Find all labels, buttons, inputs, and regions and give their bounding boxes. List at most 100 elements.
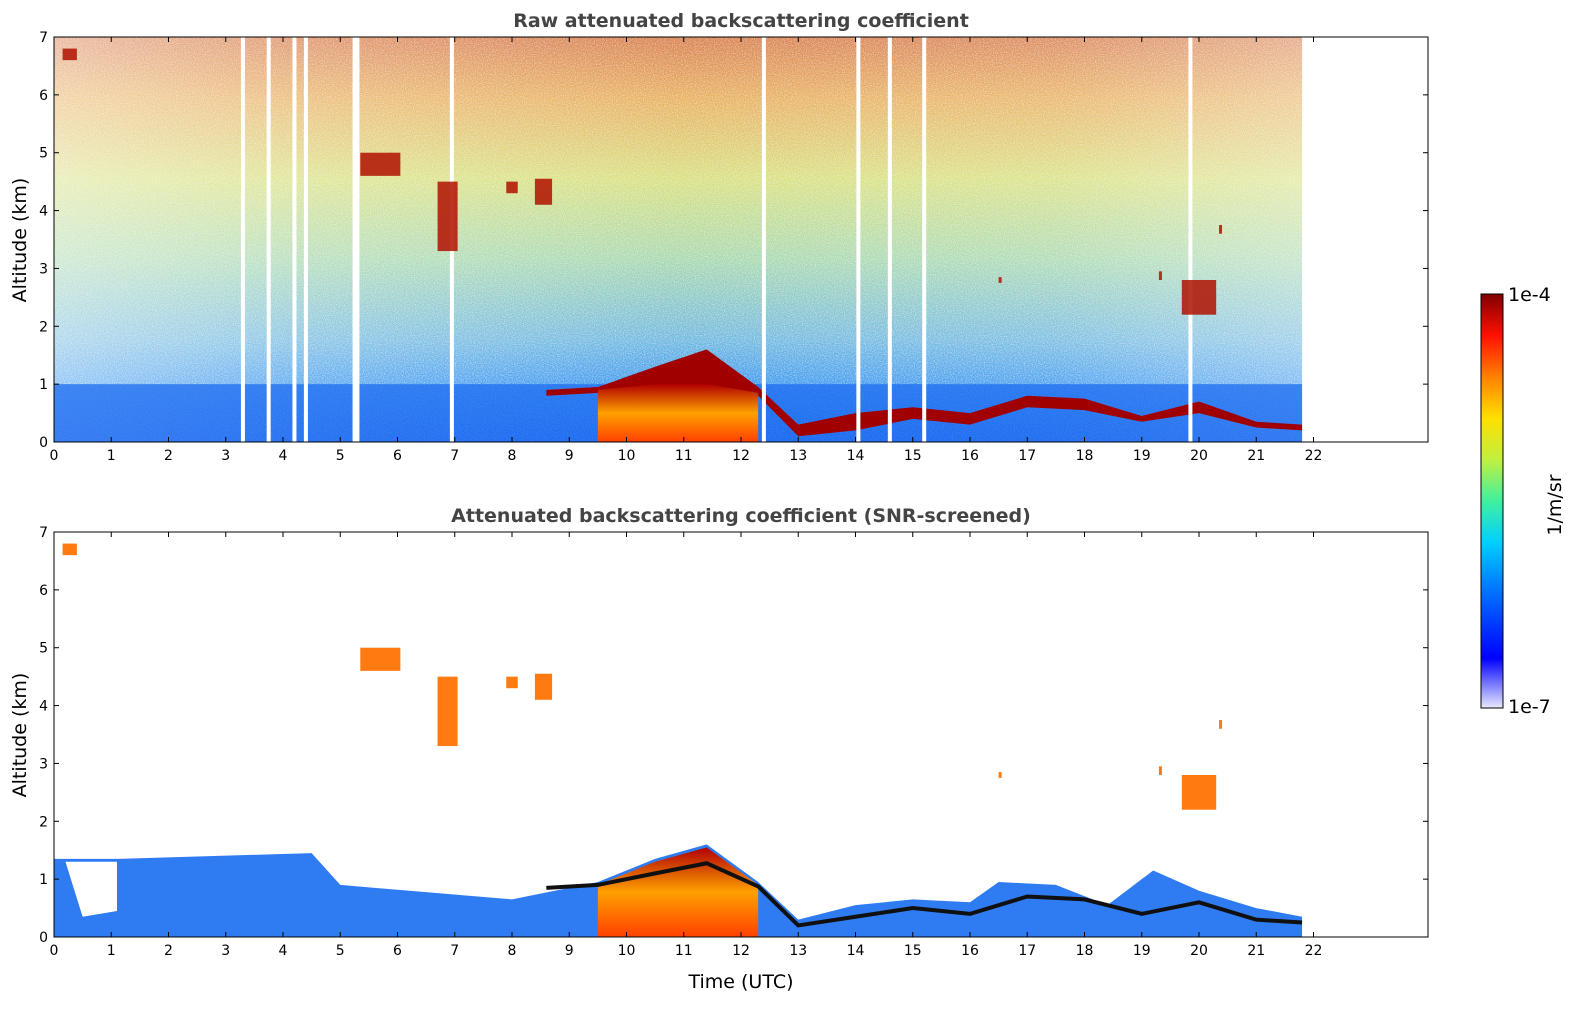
x-tick-label: 16 xyxy=(961,448,979,464)
y-tick-label: 6 xyxy=(39,88,48,104)
x-tick-label: 19 xyxy=(1133,943,1151,959)
screened-panel-title: Attenuated backscattering coefficient (S… xyxy=(451,505,1031,527)
x-tick-label: 20 xyxy=(1190,448,1208,464)
raw-data-gap xyxy=(761,37,766,442)
y-tick-label: 3 xyxy=(39,756,48,772)
x-tick-label: 12 xyxy=(732,448,750,464)
y-tick-label: 5 xyxy=(39,641,48,657)
raw-aerosol-feature xyxy=(1219,225,1223,234)
screened-panel: Attenuated backscattering coefficient (S… xyxy=(9,505,1429,993)
y-tick-label: 4 xyxy=(39,204,48,220)
x-tick-label: 19 xyxy=(1133,448,1151,464)
screened-aerosol-feature xyxy=(1219,720,1223,729)
raw-convective-region xyxy=(597,384,759,442)
x-tick-label: 13 xyxy=(789,448,807,464)
y-tick-label: 0 xyxy=(39,435,48,451)
x-tick-label: 1 xyxy=(107,448,116,464)
x-tick-label: 16 xyxy=(961,943,979,959)
screened-y-ticks: 0 1 2 3 4 5 6 7 xyxy=(39,525,1428,946)
y-tick-label: 5 xyxy=(39,146,48,162)
x-tick-label: 9 xyxy=(565,943,574,959)
x-tick-label: 5 xyxy=(336,943,345,959)
x-tick-label: 0 xyxy=(50,448,59,464)
x-axis-label: Time (UTC) xyxy=(687,971,793,993)
x-tick-label: 9 xyxy=(565,448,574,464)
x-tick-label: 8 xyxy=(508,943,517,959)
raw-aerosol-feature xyxy=(1158,271,1162,280)
x-tick-label: 18 xyxy=(1076,943,1094,959)
x-tick-label: 12 xyxy=(732,943,750,959)
raw-aerosol-feature xyxy=(998,277,1002,283)
x-tick-label: 6 xyxy=(393,943,402,959)
x-tick-label: 21 xyxy=(1247,943,1265,959)
y-tick-label: 1 xyxy=(39,872,48,888)
x-tick-label: 10 xyxy=(618,448,636,464)
screened-aerosol-feature xyxy=(998,772,1002,778)
screened-x-ticks: 0 1 2 3 4 5 6 7 8 9 10 11 12 13 14 15 16 17 18 19 20 21 22 xyxy=(50,532,1323,959)
screened-clear-pocket xyxy=(65,861,117,917)
x-tick-label: 5 xyxy=(336,448,345,464)
x-tick-label: 3 xyxy=(221,448,230,464)
x-tick-label: 7 xyxy=(450,943,459,959)
raw-data-gap xyxy=(856,37,861,442)
x-tick-label: 3 xyxy=(221,943,230,959)
x-tick-label: 22 xyxy=(1305,448,1323,464)
screened-aerosol-feature xyxy=(62,543,77,556)
raw-cloud-layer xyxy=(546,349,1303,437)
x-tick-label: 1 xyxy=(107,943,116,959)
y-tick-label: 7 xyxy=(39,30,48,46)
x-tick-label: 22 xyxy=(1305,943,1323,959)
colorbar-gradient xyxy=(1480,293,1504,709)
x-tick-label: 13 xyxy=(789,943,807,959)
raw-aerosol-feature xyxy=(506,181,518,194)
x-tick-label: 11 xyxy=(675,943,693,959)
x-tick-label: 6 xyxy=(393,448,402,464)
raw-data-gap xyxy=(292,37,297,442)
x-tick-label: 2 xyxy=(164,448,173,464)
x-tick-label: 15 xyxy=(904,943,922,959)
x-tick-label: 18 xyxy=(1076,448,1094,464)
raw-panel: Raw attenuated backscattering coefficien… xyxy=(9,10,1429,464)
colorbar: 1e-4 1e-7 1/m/sr xyxy=(1480,284,1566,718)
colorbar-max-label: 1e-4 xyxy=(1508,284,1551,306)
screened-cloud-line xyxy=(546,861,1303,928)
raw-aerosol-feature xyxy=(437,181,458,252)
y-tick-label: 0 xyxy=(39,930,48,946)
raw-data-gap xyxy=(266,37,271,442)
raw-aerosol-feature xyxy=(1181,280,1217,315)
y-tick-label: 4 xyxy=(39,699,48,715)
x-tick-label: 15 xyxy=(904,448,922,464)
y-tick-label: 1 xyxy=(39,377,48,393)
x-tick-label: 4 xyxy=(279,943,288,959)
raw-data-gap xyxy=(303,37,308,442)
raw-y-ticks: 0 1 2 3 4 5 6 7 xyxy=(39,30,1428,451)
y-tick-label: 6 xyxy=(39,583,48,599)
x-tick-label: 20 xyxy=(1190,943,1208,959)
x-tick-label: 8 xyxy=(508,448,517,464)
screened-convective-region xyxy=(597,847,759,937)
screened-aerosol-feature xyxy=(534,673,553,700)
raw-plot-area xyxy=(54,37,1303,442)
screened-aerosol-feature xyxy=(437,676,458,747)
colorbar-unit-label: 1/m/sr xyxy=(1544,474,1566,535)
x-tick-label: 2 xyxy=(164,943,173,959)
screened-plot-area xyxy=(54,543,1303,937)
screened-aerosol-feature xyxy=(506,676,518,689)
raw-data-gap xyxy=(1188,37,1193,442)
x-tick-label: 4 xyxy=(279,448,288,464)
x-tick-label: 17 xyxy=(1018,943,1036,959)
colorbar-min-label: 1e-7 xyxy=(1508,696,1551,718)
raw-data-gap xyxy=(922,37,927,442)
raw-aerosol-feature xyxy=(534,178,553,205)
x-tick-label: 11 xyxy=(675,448,693,464)
raw-data-gap xyxy=(887,37,892,442)
raw-y-axis-label: Altitude (km) xyxy=(9,178,31,303)
raw-data-gap xyxy=(352,37,357,442)
raw-aerosol-feature xyxy=(62,48,77,61)
screened-y-axis-label: Altitude (km) xyxy=(9,673,31,798)
x-tick-label: 17 xyxy=(1018,448,1036,464)
raw-panel-title: Raw attenuated backscattering coefficien… xyxy=(513,10,969,32)
screened-aerosol-feature xyxy=(360,647,401,671)
raw-data-gap xyxy=(355,37,360,442)
